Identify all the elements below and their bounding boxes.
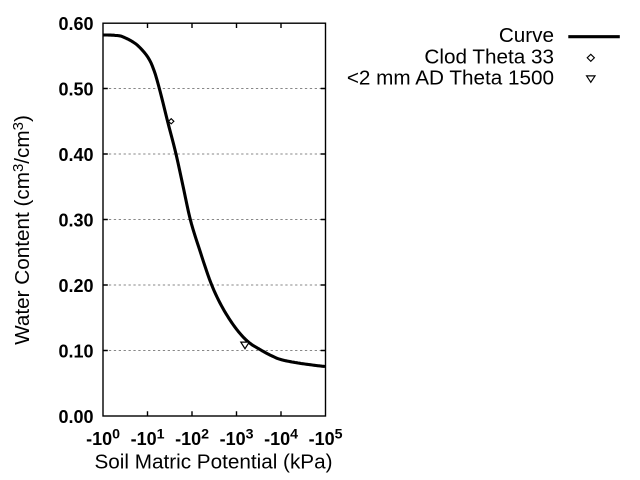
svg-text:-101: -101: [131, 427, 165, 449]
svg-text:-100: -100: [86, 427, 120, 449]
svg-text:-102: -102: [175, 427, 209, 449]
svg-text:-105: -105: [309, 427, 343, 449]
svg-text:0.00: 0.00: [58, 407, 93, 427]
svg-text:0.40: 0.40: [58, 145, 93, 165]
svg-text:0.10: 0.10: [58, 342, 93, 362]
svg-text:Clod Theta 33: Clod Theta 33: [424, 46, 554, 69]
svg-text:Curve: Curve: [499, 24, 554, 47]
svg-text:<2 mm AD Theta 1500: <2 mm AD Theta 1500: [347, 67, 554, 90]
svg-text:0.20: 0.20: [58, 276, 93, 296]
svg-text:0.50: 0.50: [58, 80, 93, 100]
svg-text:Soil Matric Potential (kPa): Soil Matric Potential (kPa): [95, 451, 333, 474]
svg-text:-103: -103: [220, 427, 254, 449]
svg-text:0.30: 0.30: [58, 211, 93, 231]
svg-text:Water Content (cm3/cm3): Water Content (cm3/cm3): [10, 115, 34, 345]
svg-text:-104: -104: [264, 427, 298, 449]
svg-text:0.60: 0.60: [58, 14, 93, 34]
